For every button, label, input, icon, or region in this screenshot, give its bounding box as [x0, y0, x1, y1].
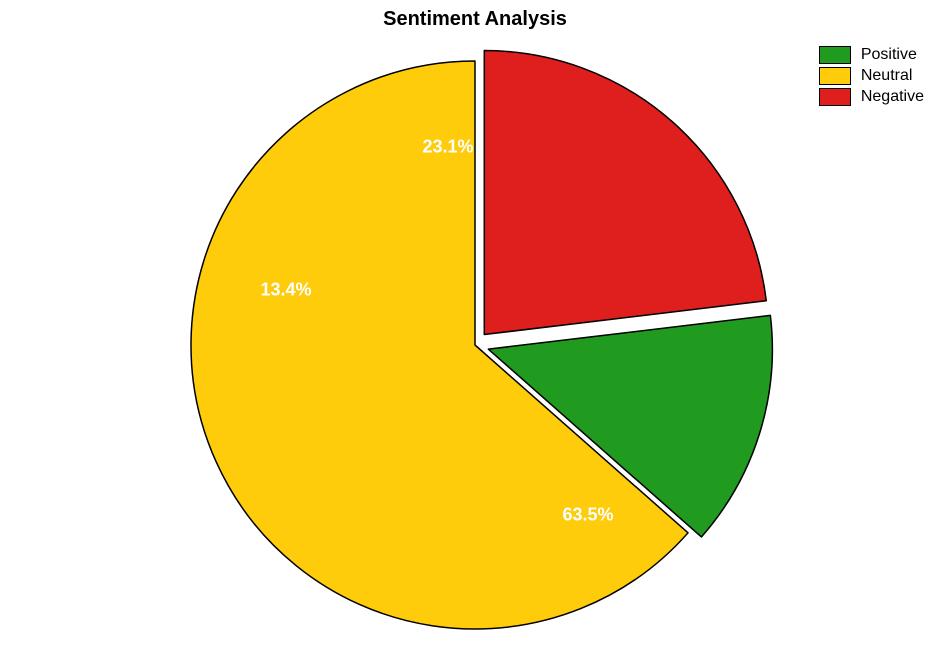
legend: Positive Neutral Negative — [819, 46, 924, 109]
slice-label-neutral: 63.5% — [562, 505, 613, 526]
pie-slice-negative — [484, 51, 766, 335]
legend-label: Positive — [861, 46, 917, 64]
legend-swatch — [819, 67, 851, 85]
legend-item-negative: Negative — [819, 88, 924, 106]
pie-svg — [0, 0, 950, 662]
slice-label-negative: 23.1% — [422, 137, 473, 158]
legend-label: Neutral — [861, 67, 913, 85]
legend-swatch — [819, 88, 851, 106]
legend-item-positive: Positive — [819, 46, 924, 64]
slice-label-positive: 13.4% — [260, 280, 311, 301]
legend-label: Negative — [861, 88, 924, 106]
legend-swatch — [819, 46, 851, 64]
legend-item-neutral: Neutral — [819, 67, 924, 85]
pie-chart: Sentiment Analysis 23.1%13.4%63.5% Posit… — [0, 0, 950, 662]
